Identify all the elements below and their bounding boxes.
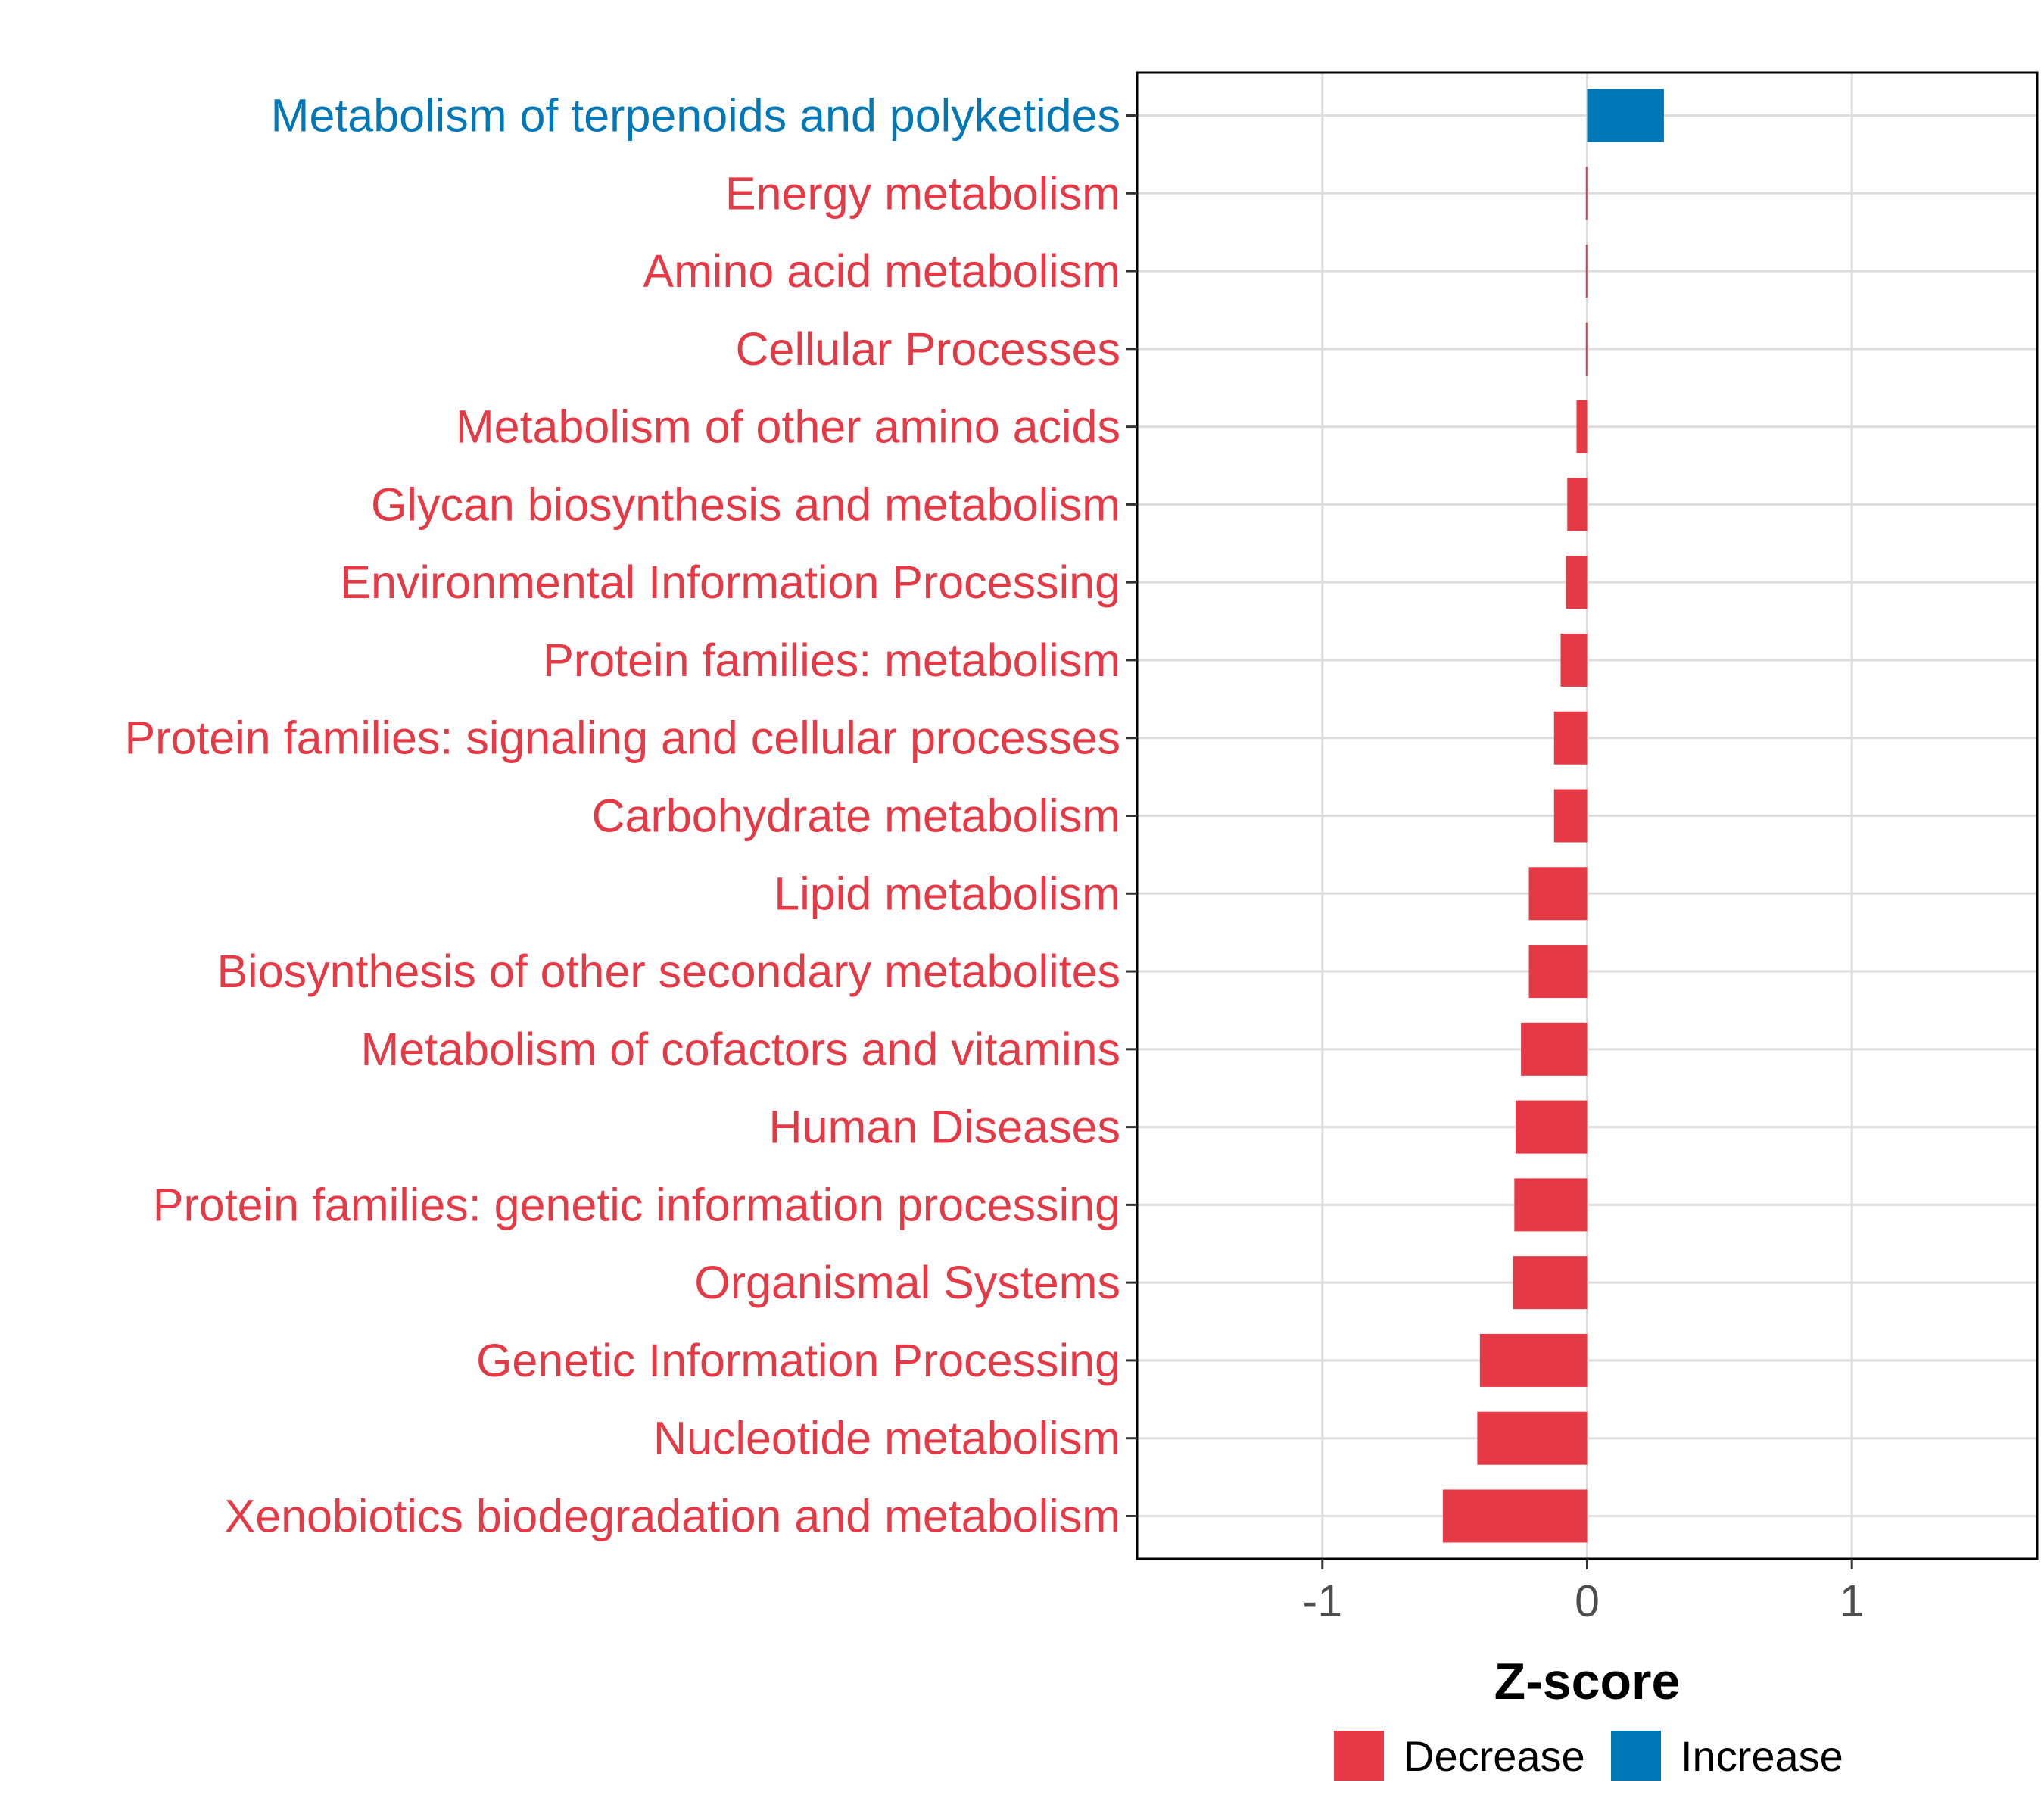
bar-19	[1442, 1489, 1588, 1543]
y-tick-label: Metabolism of terpenoids and polyketides	[271, 90, 1120, 142]
bars	[1442, 89, 1664, 1543]
bar-6	[1567, 478, 1588, 531]
y-tick-label: Glycan biosynthesis and metabolism	[371, 478, 1120, 530]
y-tick-label: Environmental Information Processing	[340, 556, 1120, 608]
y-tick-label: Genetic Information Processing	[476, 1335, 1120, 1386]
legend-key-increase	[1611, 1731, 1661, 1781]
y-tick-label: Biosynthesis of other secondary metaboli…	[217, 946, 1120, 997]
bar-7	[1566, 556, 1588, 609]
bar-3	[1585, 245, 1588, 298]
bar-1	[1587, 89, 1664, 142]
bar-17	[1479, 1333, 1588, 1387]
x-tick-label: -1	[1303, 1576, 1342, 1626]
bar-9	[1553, 711, 1588, 765]
bar-11	[1528, 867, 1588, 921]
bar-16	[1513, 1256, 1588, 1310]
legend-label-decrease: Decrease	[1404, 1732, 1585, 1780]
bar-15	[1514, 1178, 1588, 1232]
y-tick-label: Energy metabolism	[725, 167, 1120, 219]
bar-13	[1521, 1022, 1588, 1076]
bar-18	[1477, 1411, 1588, 1465]
bar-12	[1528, 945, 1588, 999]
y-tick-label: Protein families: metabolism	[543, 634, 1120, 686]
y-tick-label: Metabolism of cofactors and vitamins	[360, 1024, 1120, 1075]
bar-5	[1576, 400, 1588, 453]
bar-4	[1585, 322, 1588, 376]
legend-key-decrease	[1334, 1731, 1384, 1781]
y-tick-label: Protein families: genetic information pr…	[153, 1179, 1120, 1230]
y-tick-label: Amino acid metabolism	[643, 245, 1120, 297]
y-tick-label: Metabolism of other amino acids	[456, 401, 1120, 453]
bar-8	[1560, 633, 1588, 687]
y-axis-labels: Metabolism of terpenoids and polyketides…	[124, 90, 1120, 1542]
y-tick-label: Carbohydrate metabolism	[592, 790, 1120, 842]
y-tick-label: Nucleotide metabolism	[653, 1413, 1120, 1464]
x-axis-ticks: -1 0 1	[1303, 1559, 1865, 1626]
bar-2	[1585, 167, 1588, 220]
legend: Decrease Increase	[1334, 1731, 1843, 1781]
y-tick-label: Organismal Systems	[694, 1257, 1120, 1308]
x-axis-title: Z-score	[1494, 1653, 1681, 1710]
y-tick-label: Protein families: signaling and cellular…	[124, 712, 1120, 764]
bar-10	[1553, 789, 1588, 843]
bar-14	[1516, 1100, 1588, 1154]
y-tick-label: Lipid metabolism	[774, 868, 1120, 919]
y-tick-label: Human Diseases	[769, 1102, 1120, 1153]
x-tick-label: 0	[1575, 1576, 1600, 1626]
y-axis-ticks	[1126, 114, 1137, 1517]
legend-label-increase: Increase	[1681, 1732, 1843, 1780]
y-tick-label: Xenobiotics biodegradation and metabolis…	[225, 1490, 1120, 1541]
x-tick-label: 1	[1840, 1576, 1865, 1626]
y-tick-label: Cellular Processes	[735, 323, 1120, 375]
